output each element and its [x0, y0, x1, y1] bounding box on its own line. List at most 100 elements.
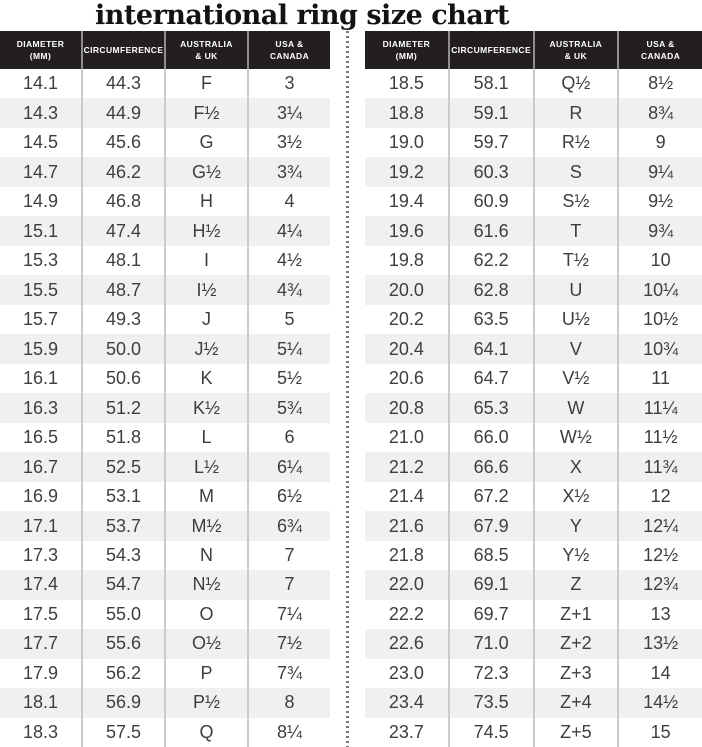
table-cell: 5¼ — [249, 334, 330, 364]
table-row: 18.8 59.1 R 8¾ — [365, 98, 702, 128]
table-cell: 15.5 — [0, 275, 83, 305]
table-cell: 5¾ — [249, 393, 330, 423]
table-cell: Q — [166, 717, 249, 747]
table-cell: M½ — [166, 511, 249, 541]
table-cell: 74.5 — [449, 717, 535, 747]
table-cell: 68.5 — [449, 540, 535, 571]
table-cell: 65.3 — [449, 393, 535, 423]
table-cell: 14.5 — [0, 127, 83, 158]
table-cell: 10 — [619, 245, 702, 276]
table-cell: 61.6 — [449, 216, 535, 246]
table-cell: 11 — [619, 363, 702, 394]
table-cell: 46.8 — [83, 186, 166, 217]
table-cell: I½ — [166, 275, 249, 305]
table-cell: 12¼ — [619, 511, 702, 541]
table-row: 14.7 46.2 G½ 3¾ — [0, 157, 330, 187]
table-cell: X — [534, 452, 620, 482]
table-row: 15.1 47.4 H½ 4¼ — [0, 216, 330, 246]
table-cell: 19.8 — [365, 245, 450, 276]
table-cell: P½ — [166, 688, 249, 718]
table-cell: 15.1 — [0, 216, 83, 246]
table-cell: 8 — [249, 688, 330, 718]
table-cell: Y½ — [534, 540, 620, 571]
table-cell: 71.0 — [449, 629, 535, 659]
table-cell: H — [166, 186, 249, 217]
table-header-row: DIAMETER (mm) CIRCUMFERENCE AUSTRALIA & UK… — [0, 31, 330, 69]
table-cell: 7 — [249, 540, 330, 571]
table-cell: 9¾ — [619, 216, 702, 246]
table-row: 15.5 48.7 I½ 4¾ — [0, 275, 330, 305]
table-cell: S — [534, 157, 620, 187]
table-row: 15.7 49.3 J 5 — [0, 304, 330, 335]
table-cell: O½ — [166, 629, 249, 659]
table-cell: 73.5 — [449, 688, 535, 718]
table-cell: 23.4 — [365, 688, 450, 718]
table-cell: J½ — [166, 334, 249, 364]
table-cell: 51.2 — [83, 393, 166, 423]
table-row: 20.6 64.7 V½ 11 — [365, 363, 702, 394]
table-cell: 14½ — [619, 688, 702, 718]
table-cell: 3¾ — [249, 157, 330, 187]
table-cell: 17.3 — [0, 540, 83, 571]
table-cell: X½ — [534, 481, 620, 512]
table-cell: Z — [534, 570, 620, 600]
table-row: 22.0 69.1 Z 12¾ — [365, 570, 702, 600]
table-cell: 19.0 — [365, 127, 450, 158]
table-cell: 48.7 — [83, 275, 166, 305]
table-cell: 50.0 — [83, 334, 166, 364]
table-row: 20.4 64.1 V 10¾ — [365, 334, 702, 364]
table-cell: U½ — [534, 304, 620, 335]
table-cell: 67.9 — [449, 511, 535, 541]
table-cell: 64.7 — [449, 363, 535, 394]
table-cell: F½ — [166, 98, 249, 128]
table-row: 19.2 60.3 S 9¼ — [365, 157, 702, 187]
table-cell: 23.0 — [365, 658, 450, 689]
table-cell: 8¾ — [619, 98, 702, 128]
table-cell: 18.8 — [365, 98, 450, 128]
table-row: 20.0 62.8 U 10¼ — [365, 275, 702, 305]
table-cell: N½ — [166, 570, 249, 600]
table-row: 15.9 50.0 J½ 5¼ — [0, 334, 330, 364]
table-row: 21.2 66.6 X 11¾ — [365, 452, 702, 482]
column-header: AUSTRALIA & UK — [534, 31, 620, 69]
table-cell: 23.7 — [365, 717, 450, 747]
table-row: 17.1 53.7 M½ 6¾ — [0, 511, 330, 541]
table-cell: 21.8 — [365, 540, 450, 571]
table-cell: 17.4 — [0, 570, 83, 600]
page-title: international ring size chart — [95, 0, 509, 31]
table-cell: L½ — [166, 452, 249, 482]
table-cell: G — [166, 127, 249, 158]
table-cell: Y — [534, 511, 620, 541]
table-header-row: DIAMETER (mm) CIRCUMFERENCE AUSTRALIA & UK… — [365, 31, 702, 69]
table-cell: 56.2 — [83, 658, 166, 689]
table-cell: 9½ — [619, 186, 702, 217]
table-row: 19.6 61.6 T 9¾ — [365, 216, 702, 246]
table-cell: 58.1 — [449, 69, 535, 99]
table-cell: 17.1 — [0, 511, 83, 541]
table-cell: 8½ — [619, 69, 702, 99]
table-cell: 59.1 — [449, 98, 535, 128]
table-row: 16.5 51.8 L 6 — [0, 422, 330, 453]
table-cell: 9¼ — [619, 157, 702, 187]
table-row: 21.4 67.2 X½ 12 — [365, 481, 702, 512]
table-row: 14.5 45.6 G 3½ — [0, 127, 330, 158]
table-row: 16.7 52.5 L½ 6¼ — [0, 452, 330, 482]
column-header: USA & CANADA — [249, 31, 330, 69]
table-cell: 20.6 — [365, 363, 450, 394]
table-cell: G½ — [166, 157, 249, 187]
table-row: 18.1 56.9 P½ 8 — [0, 688, 330, 718]
table-cell: 19.6 — [365, 216, 450, 246]
table-cell: 13½ — [619, 629, 702, 659]
table-cell: W½ — [534, 422, 620, 453]
table-cell: 53.7 — [83, 511, 166, 541]
table-cell: T½ — [534, 245, 620, 276]
table-cell: 14 — [619, 658, 702, 689]
table-cell: 20.4 — [365, 334, 450, 364]
table-cell: 54.3 — [83, 540, 166, 571]
table-cell: 6½ — [249, 481, 330, 512]
table-row: 23.7 74.5 Z+5 15 — [365, 717, 702, 747]
table-cell: 21.6 — [365, 511, 450, 541]
table-cell: 46.2 — [83, 157, 166, 187]
table-row: 17.4 54.7 N½ 7 — [0, 570, 330, 600]
